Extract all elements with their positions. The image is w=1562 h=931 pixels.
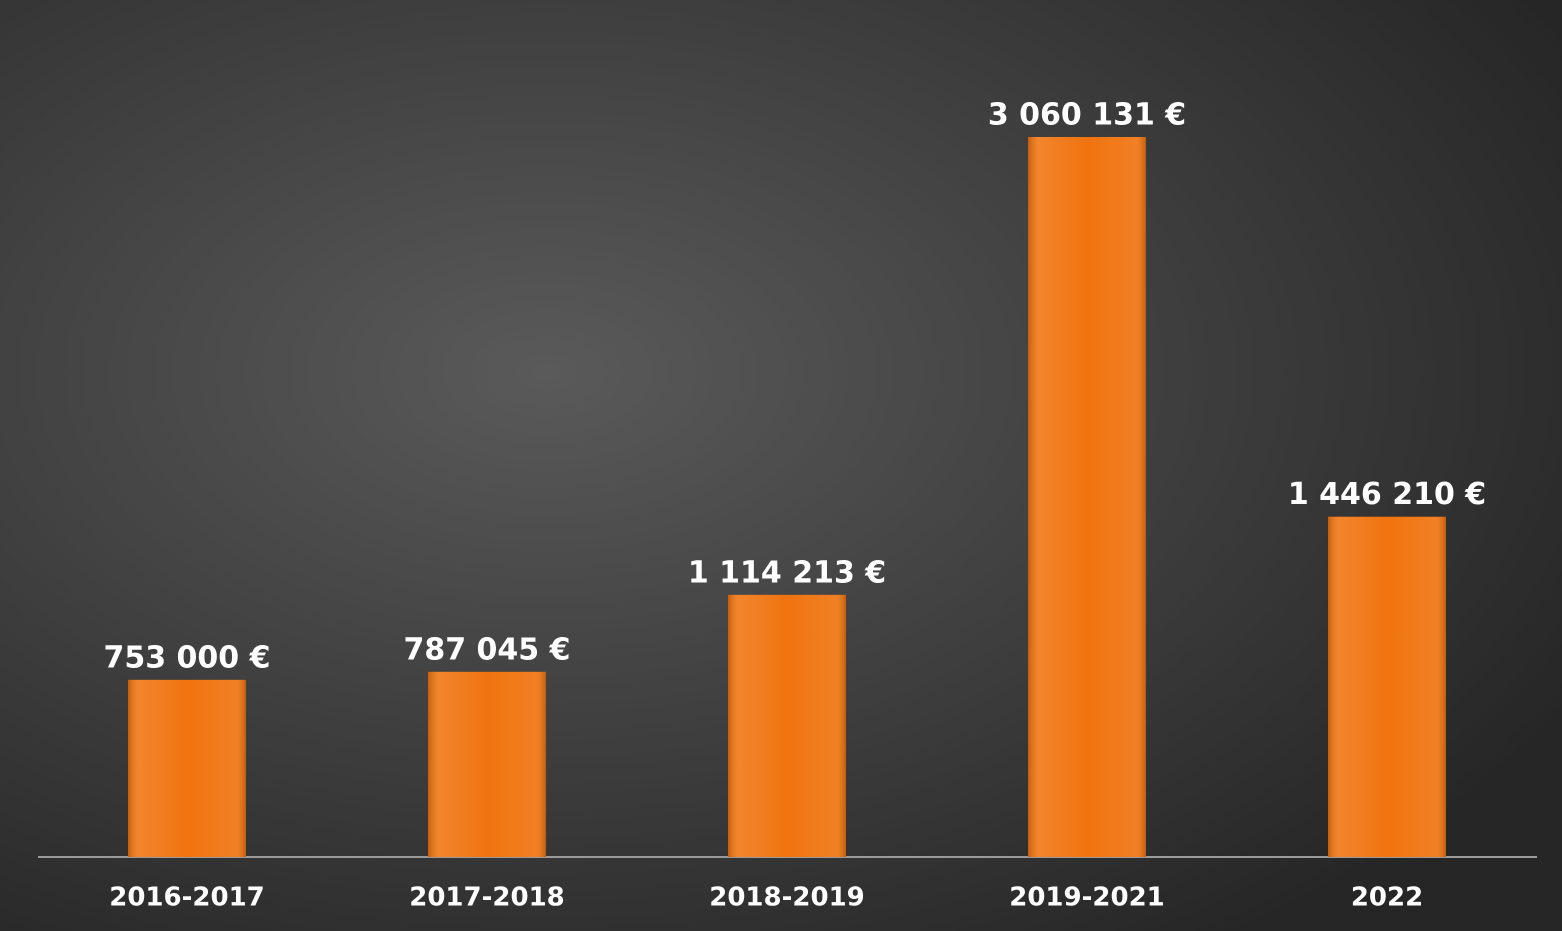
bar-shine	[728, 594, 846, 857]
x-tick-label: 2019-2021	[1009, 883, 1165, 913]
x-tick-label: 2018-2019	[709, 883, 865, 913]
value-label: 1 114 213 €	[688, 555, 886, 590]
x-tick-label: 2017-2018	[409, 883, 565, 913]
value-label: 787 045 €	[403, 632, 570, 667]
value-label: 753 000 €	[103, 640, 270, 675]
bar-shine	[1028, 137, 1146, 857]
bar-shine	[428, 671, 546, 857]
x-tick-label: 2016-2017	[109, 883, 265, 913]
value-label: 3 060 131 €	[988, 98, 1186, 133]
bar-shine	[128, 679, 246, 857]
x-tick-label: 2022	[1351, 883, 1423, 913]
bar-shine	[1328, 516, 1446, 857]
value-label: 1 446 210 €	[1288, 477, 1486, 512]
